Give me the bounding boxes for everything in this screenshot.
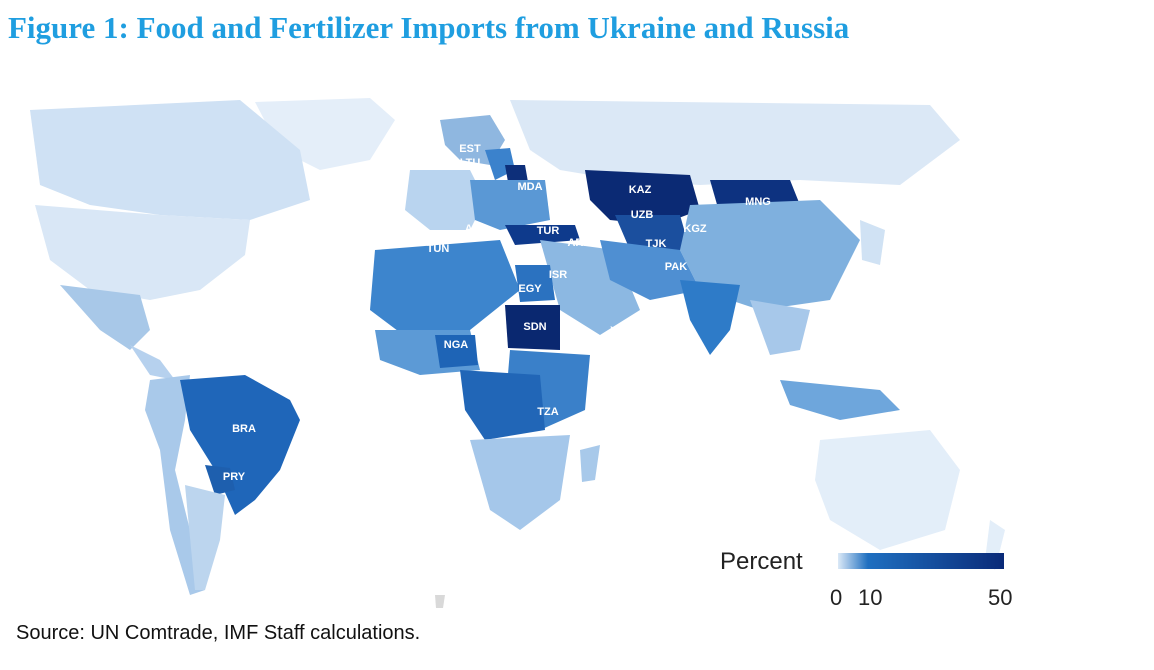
country-label-bra: BRA bbox=[232, 423, 256, 435]
region-southern-africa[interactable] bbox=[470, 435, 570, 530]
country-label-sdn: SDN bbox=[523, 321, 546, 333]
legend-tick-0: 0 bbox=[830, 585, 843, 610]
country-label-yem: YEM bbox=[610, 325, 634, 337]
country-label-tjk: TJK bbox=[646, 238, 667, 250]
region-southeast-asia[interactable] bbox=[750, 300, 810, 355]
country-label-tza: TZA bbox=[537, 406, 558, 418]
country-label-mda: MDA bbox=[517, 181, 542, 193]
region-south-america-west[interactable] bbox=[145, 375, 205, 595]
region-madagascar[interactable] bbox=[580, 445, 600, 482]
country-label-tur: TUR bbox=[537, 225, 560, 237]
world-choropleth-map: EST LVA LTU BLR MDA GEO KAZ MNG UZB AZE KGZ ALB TUR A… bbox=[30, 98, 1005, 608]
region-nigeria[interactable] bbox=[435, 335, 478, 368]
region-iran-pakistan[interactable] bbox=[600, 240, 700, 300]
region-belarus[interactable] bbox=[505, 165, 528, 182]
figure-title: Figure 1: Food and Fertilizer Imports fr… bbox=[8, 10, 850, 45]
region-eastern-europe[interactable] bbox=[470, 180, 550, 230]
country-labels: EST LVA LTU BLR MDA GEO KAZ MNG UZB AZE KGZ ALB TUR A… bbox=[223, 143, 771, 483]
region-canada[interactable] bbox=[30, 100, 310, 220]
country-label-aze: AZE bbox=[597, 223, 619, 235]
country-label-uzb: UZB bbox=[631, 209, 654, 221]
region-usa[interactable] bbox=[35, 205, 250, 300]
legend-color-bar bbox=[838, 553, 1004, 569]
country-label-arm: ARM bbox=[567, 237, 592, 249]
region-india[interactable] bbox=[680, 280, 740, 355]
country-label-geo: GEO bbox=[548, 199, 573, 211]
country-label-lva: LVA bbox=[514, 149, 534, 161]
legend-tick-10: 10 bbox=[858, 585, 883, 610]
region-antarctica-fragment bbox=[435, 595, 445, 608]
region-western-europe[interactable] bbox=[405, 170, 485, 230]
region-argentina[interactable] bbox=[185, 485, 225, 590]
country-label-nga: NGA bbox=[444, 339, 469, 351]
legend-tick-50: 50 bbox=[988, 585, 1013, 610]
region-indonesia[interactable] bbox=[780, 380, 900, 420]
region-central-africa[interactable] bbox=[460, 370, 545, 440]
region-north-africa[interactable] bbox=[370, 240, 520, 340]
region-japan-korea[interactable] bbox=[860, 220, 885, 265]
region-kazakhstan[interactable] bbox=[585, 170, 700, 225]
country-label-cmr: CMR bbox=[429, 376, 454, 388]
source-note: Source: UN Comtrade, IMF Staff calculati… bbox=[16, 622, 421, 644]
country-label-alb: ALB bbox=[465, 223, 488, 235]
legend-title: Percent bbox=[720, 548, 803, 575]
region-brazil[interactable] bbox=[180, 375, 300, 515]
region-australia[interactable] bbox=[815, 430, 960, 550]
country-label-kgz: KGZ bbox=[683, 223, 707, 235]
region-egypt[interactable] bbox=[515, 265, 555, 302]
region-russia[interactable] bbox=[510, 100, 960, 185]
country-label-egy: EGY bbox=[518, 283, 542, 295]
country-label-kaz: KAZ bbox=[629, 184, 652, 196]
country-label-blr: BLR bbox=[529, 163, 552, 175]
country-label-lbn: LBN bbox=[521, 247, 544, 259]
country-label-mng: MNG bbox=[745, 196, 771, 208]
country-label-tun: TUN bbox=[427, 243, 450, 255]
region-central-asia[interactable] bbox=[615, 215, 690, 250]
country-label-pak: PAK bbox=[665, 261, 687, 273]
region-china[interactable] bbox=[680, 200, 860, 310]
region-mexico[interactable] bbox=[60, 285, 150, 350]
region-central-america[interactable] bbox=[130, 345, 175, 380]
country-label-isr: ISR bbox=[549, 269, 567, 281]
country-label-pry: PRY bbox=[223, 471, 246, 483]
region-turkey[interactable] bbox=[505, 225, 580, 245]
country-label-ltu: LTU bbox=[460, 157, 481, 169]
country-label-est: EST bbox=[459, 143, 481, 155]
region-paraguay[interactable] bbox=[205, 465, 235, 495]
region-sudan[interactable] bbox=[505, 305, 560, 350]
